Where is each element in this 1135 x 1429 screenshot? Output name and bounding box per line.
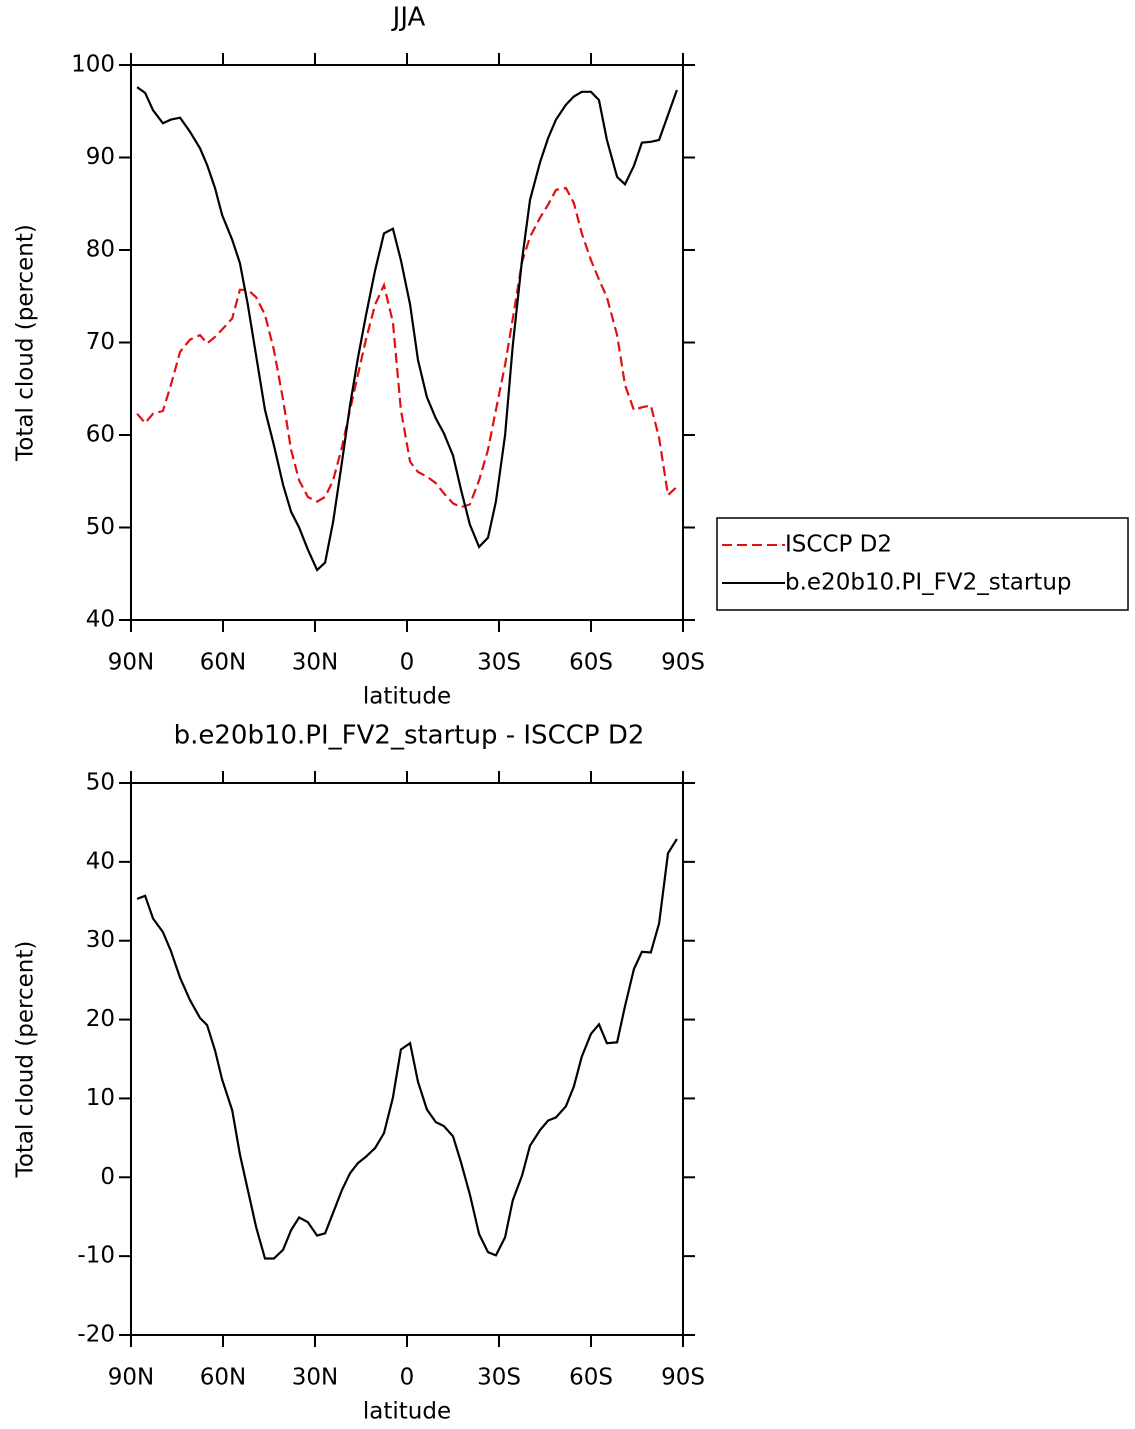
chart-title: b.e20b10.PI_FV2_startup - ISCCP D2 — [174, 721, 645, 751]
x-tick-label: 60S — [569, 650, 613, 676]
y-tick-label: 20 — [86, 1006, 115, 1032]
x-tick-label: 0 — [400, 650, 415, 676]
legend-box — [716, 517, 1129, 611]
x-tick-label: 30N — [292, 650, 338, 676]
x-tick-label: 90N — [108, 650, 154, 676]
plot-frame — [130, 782, 684, 1336]
y-tick-label: 80 — [86, 237, 115, 263]
x-tick-label: 30S — [477, 1365, 521, 1391]
x-tick-label: 0 — [400, 1365, 415, 1391]
y-axis-label: Total cloud (percent) — [13, 224, 39, 462]
x-axis-label: latitude — [363, 1399, 451, 1425]
y-tick-label: -20 — [77, 1322, 115, 1348]
y-tick-label: 30 — [86, 927, 115, 953]
x-tick-label: 90S — [661, 1365, 705, 1391]
data-line — [136, 186, 678, 509]
x-tick-label: 60N — [200, 1365, 246, 1391]
plot-frame — [130, 64, 684, 621]
y-tick-label: 60 — [86, 422, 115, 448]
x-axis-label: latitude — [363, 684, 451, 710]
chart-title: JJA — [391, 3, 426, 33]
y-tick-label: 70 — [86, 329, 115, 355]
x-tick-label: 60S — [569, 1365, 613, 1391]
data-line — [136, 838, 678, 1260]
x-tick-label: 90S — [661, 650, 705, 676]
x-tick-label: 30S — [477, 650, 521, 676]
y-tick-label: 0 — [100, 1164, 115, 1190]
y-axis-label: Total cloud (percent) — [13, 941, 39, 1179]
y-tick-label: 90 — [86, 144, 115, 170]
x-tick-label: 30N — [292, 1365, 338, 1391]
legend-label: b.e20b10.PI_FV2_startup — [785, 570, 1072, 596]
y-tick-label: 10 — [86, 1085, 115, 1111]
y-tick-label: 40 — [86, 848, 115, 874]
x-tick-label: 90N — [108, 1365, 154, 1391]
y-tick-label: 100 — [71, 52, 115, 78]
legend-label: ISCCP D2 — [785, 532, 892, 558]
x-tick-label: 60N — [200, 650, 246, 676]
y-tick-label: -10 — [77, 1243, 115, 1269]
y-tick-label: 50 — [86, 770, 115, 796]
data-line — [136, 86, 678, 572]
y-tick-label: 40 — [86, 607, 115, 633]
y-tick-label: 50 — [86, 514, 115, 540]
